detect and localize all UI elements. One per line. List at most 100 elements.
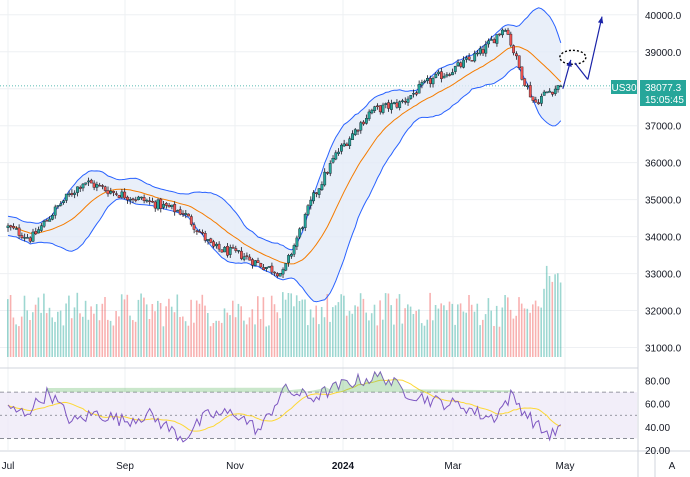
volume-bar (123, 299, 126, 357)
volume-bar (337, 302, 340, 357)
volume-bar (90, 306, 92, 357)
candle-body (528, 85, 532, 98)
candle-body (53, 206, 57, 216)
candle-body (365, 118, 368, 124)
volume-bar (240, 306, 242, 357)
candle-body (448, 74, 452, 76)
volume-bar (551, 281, 554, 357)
candle-body (378, 105, 382, 113)
candle-body (537, 102, 541, 105)
candle-body (106, 190, 110, 195)
volume-bar (65, 303, 67, 357)
candle-body (228, 247, 232, 255)
auto-scale-button[interactable]: A (669, 461, 676, 472)
candle-body (103, 186, 107, 191)
volume-bar (34, 304, 37, 357)
volume-bar (182, 316, 184, 357)
candle-body (415, 92, 418, 95)
volume-bar (368, 320, 370, 357)
candle-body (259, 263, 263, 268)
volume-bar (345, 315, 348, 357)
volume-bar (234, 317, 237, 357)
candle-body (114, 193, 118, 195)
candle-body (367, 111, 371, 120)
candle-body (353, 129, 357, 135)
candle-body (395, 102, 399, 108)
volume-bar (540, 307, 542, 357)
candle-body (370, 109, 374, 114)
volume-bar (504, 295, 506, 357)
volume-bar (512, 318, 515, 357)
volume-bar (415, 310, 417, 357)
volume-bar (282, 292, 284, 357)
candle-body (553, 88, 557, 94)
volume-bar (293, 306, 295, 357)
volume-bar (470, 304, 473, 357)
candle-body (292, 245, 296, 255)
candle-body (256, 260, 260, 263)
volume-bar (229, 315, 231, 357)
candle-body (542, 91, 546, 96)
volume-bar (95, 304, 98, 357)
volume-bar (193, 322, 195, 357)
volume-bar (220, 322, 223, 357)
volume-bar (268, 325, 270, 357)
candle-body (139, 196, 143, 199)
candle-body (123, 191, 127, 199)
target-ellipse (559, 49, 587, 66)
candle-body (128, 199, 132, 201)
volume-bar (159, 303, 162, 357)
candle-body (253, 260, 257, 266)
volume-bar (373, 304, 376, 357)
volume-bar (459, 303, 462, 357)
volume-bar (207, 313, 209, 357)
volume-bar (118, 316, 120, 357)
candle-body (164, 203, 168, 206)
volume-bar (473, 311, 476, 357)
candle-body (331, 157, 335, 163)
volume-bar (515, 315, 517, 357)
candle-body (231, 246, 235, 249)
candle-body (545, 91, 549, 94)
volume-bar (395, 298, 398, 357)
auto-scale-label[interactable]: A (669, 461, 676, 472)
symbol-name: US30 (611, 83, 636, 94)
candle-body (131, 198, 135, 201)
volume-bar (384, 293, 387, 357)
volume-bar (290, 293, 292, 357)
candle-body (359, 122, 363, 131)
volume-bar (432, 320, 434, 357)
candle-body (503, 30, 507, 32)
volume-bar (165, 306, 167, 357)
volume-bar (365, 312, 367, 357)
volume-bar (270, 295, 273, 357)
volume-bar (548, 276, 551, 357)
candle-body (134, 199, 138, 201)
volume-bar (340, 294, 342, 357)
volume-bar (251, 309, 254, 357)
candle-body (523, 78, 527, 86)
volume-bar (329, 321, 331, 357)
candle-body (234, 248, 238, 251)
candle-body (70, 192, 74, 195)
candle-body (248, 256, 252, 261)
volume-bar (543, 288, 545, 357)
candle-body (95, 184, 99, 188)
candle-body (465, 57, 468, 60)
candle-body (178, 209, 182, 215)
candle-body (303, 214, 307, 228)
volume-bar (423, 325, 426, 357)
volume-bar (62, 325, 65, 357)
candle-body (540, 96, 543, 104)
volume-bar (79, 313, 81, 357)
time-tick-label: Mar (444, 461, 462, 472)
bollinger-band-fill (8, 7, 561, 302)
candle-body (342, 143, 346, 147)
candle-body (173, 204, 177, 213)
volume-bar (45, 313, 48, 357)
candle-body (348, 138, 352, 146)
volume-bar (559, 282, 562, 357)
volume-bar (187, 325, 190, 357)
candle-body (189, 216, 193, 225)
volume-bar (198, 303, 201, 357)
